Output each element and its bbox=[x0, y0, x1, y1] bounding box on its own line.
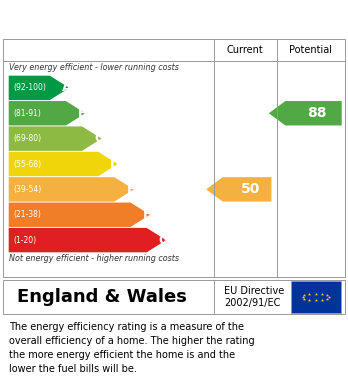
Text: England & Wales: England & Wales bbox=[17, 288, 187, 306]
Text: Current: Current bbox=[227, 45, 264, 55]
Text: B: B bbox=[78, 107, 87, 120]
Text: (69-80): (69-80) bbox=[13, 134, 41, 143]
Text: Energy Efficiency Rating: Energy Efficiency Rating bbox=[10, 11, 220, 27]
Polygon shape bbox=[9, 152, 118, 176]
Text: (21-38): (21-38) bbox=[13, 210, 41, 219]
Polygon shape bbox=[9, 101, 85, 126]
Text: C: C bbox=[94, 132, 103, 145]
Text: (39-54): (39-54) bbox=[13, 185, 41, 194]
Polygon shape bbox=[9, 177, 134, 202]
Text: Potential: Potential bbox=[289, 45, 332, 55]
Text: G: G bbox=[158, 233, 168, 247]
Text: F: F bbox=[143, 208, 151, 221]
Polygon shape bbox=[9, 76, 69, 100]
Text: (81-91): (81-91) bbox=[13, 109, 41, 118]
Polygon shape bbox=[206, 177, 271, 202]
Text: E: E bbox=[127, 183, 135, 196]
Text: 88: 88 bbox=[307, 106, 327, 120]
Polygon shape bbox=[269, 101, 342, 126]
Polygon shape bbox=[9, 203, 150, 227]
Polygon shape bbox=[9, 126, 102, 151]
Text: (92-100): (92-100) bbox=[13, 83, 46, 92]
Polygon shape bbox=[9, 228, 166, 252]
Text: EU Directive
2002/91/EC: EU Directive 2002/91/EC bbox=[224, 286, 285, 308]
Text: Very energy efficient - lower running costs: Very energy efficient - lower running co… bbox=[9, 63, 179, 72]
Bar bbox=[291, 281, 341, 313]
Text: The energy efficiency rating is a measure of the
overall efficiency of a home. T: The energy efficiency rating is a measur… bbox=[9, 322, 254, 374]
Text: A: A bbox=[62, 81, 71, 94]
Text: (55-68): (55-68) bbox=[13, 160, 41, 169]
Text: 50: 50 bbox=[241, 182, 260, 196]
Text: Not energy efficient - higher running costs: Not energy efficient - higher running co… bbox=[9, 254, 179, 263]
Text: (1-20): (1-20) bbox=[13, 236, 36, 245]
Text: D: D bbox=[110, 158, 120, 170]
